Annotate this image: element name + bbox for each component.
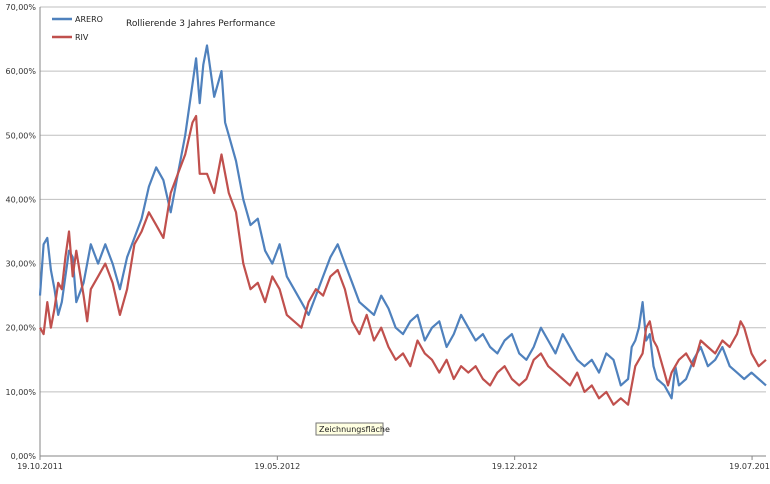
- y-tick-label: 0,00%: [11, 452, 37, 461]
- series-lines: [38, 44, 767, 406]
- y-tick-label: 30,00%: [5, 260, 36, 269]
- plot-area-tooltip: Zeichnungsfläche: [315, 422, 390, 436]
- x-tick-label: 19.12.2012: [492, 462, 538, 471]
- y-tick-label: 20,00%: [5, 324, 36, 333]
- y-axis-ticks: 0,00% 10,00% 20,00% 30,00% 40,00% 50,00% 60,00…: [5, 3, 36, 461]
- x-tick-label: 19.10.2011: [17, 462, 63, 471]
- x-axis-ticks: 19.10.2011 19.05.2012 19.12.2012 19.07.2013: [17, 456, 770, 471]
- y-tick-label: 50,00%: [5, 131, 36, 140]
- legend[interactable]: ARERO RIV: [52, 15, 103, 42]
- legend-label-arero: ARERO: [75, 15, 103, 24]
- legend-label-riv: RIV: [75, 33, 89, 42]
- chart-title: Rollierende 3 Jahres Performance: [126, 19, 276, 29]
- plot-area-tooltip-text: Zeichnungsfläche: [319, 425, 390, 434]
- x-tick-label: 19.07.2013: [729, 462, 770, 471]
- y-tick-label: 60,00%: [5, 67, 36, 76]
- series-line-arero: [38, 44, 767, 400]
- y-tick-label: 10,00%: [5, 388, 36, 397]
- series-line-riv: [39, 114, 767, 406]
- y-tick-label: 70,00%: [5, 3, 36, 12]
- x-tick-label: 19.05.2012: [254, 462, 300, 471]
- gridlines: [39, 6, 766, 457]
- y-tick-label: 40,00%: [5, 195, 36, 204]
